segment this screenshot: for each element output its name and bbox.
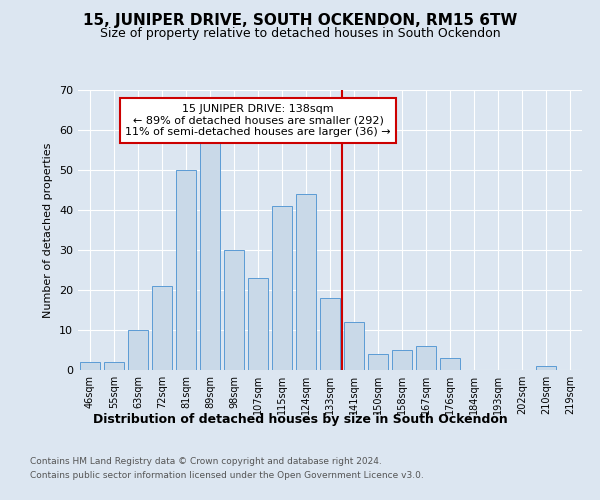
Bar [104,362,124,370]
Text: Contains HM Land Registry data © Crown copyright and database right 2024.: Contains HM Land Registry data © Crown c… [30,458,382,466]
Text: 15, JUNIPER DRIVE, SOUTH OCKENDON, RM15 6TW: 15, JUNIPER DRIVE, SOUTH OCKENDON, RM15 … [83,12,517,28]
Bar [200,134,220,370]
Text: Size of property relative to detached houses in South Ockendon: Size of property relative to detached ho… [100,28,500,40]
Bar [344,322,364,370]
Y-axis label: Number of detached properties: Number of detached properties [43,142,53,318]
Bar [128,330,148,370]
Bar [392,350,412,370]
Text: Distribution of detached houses by size in South Ockendon: Distribution of detached houses by size … [92,412,508,426]
Bar [248,278,268,370]
Bar [320,298,340,370]
Bar [416,346,436,370]
Text: 15 JUNIPER DRIVE: 138sqm
← 89% of detached houses are smaller (292)
11% of semi-: 15 JUNIPER DRIVE: 138sqm ← 89% of detach… [125,104,391,137]
Text: Contains public sector information licensed under the Open Government Licence v3: Contains public sector information licen… [30,471,424,480]
Bar [440,358,460,370]
Bar [152,286,172,370]
Bar [80,362,100,370]
Bar [536,366,556,370]
Bar [296,194,316,370]
Bar [368,354,388,370]
Bar [272,206,292,370]
Bar [224,250,244,370]
Bar [176,170,196,370]
